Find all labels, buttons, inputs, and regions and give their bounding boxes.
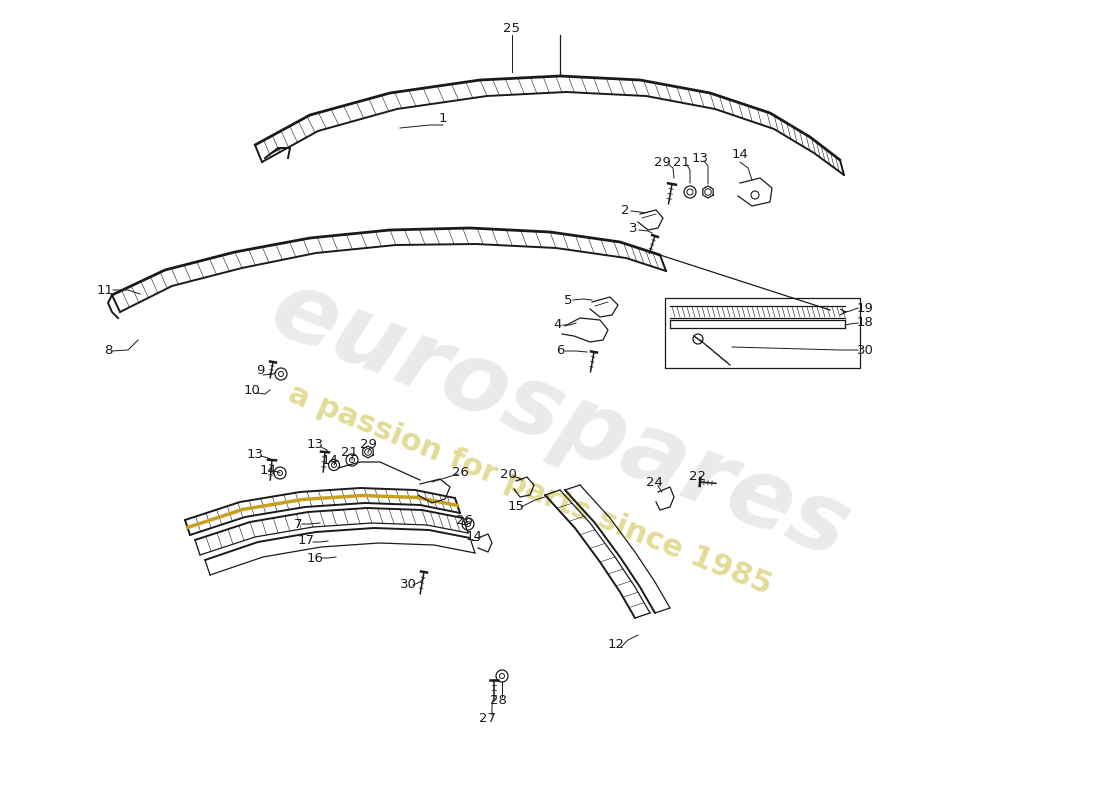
Text: 13: 13 <box>692 151 708 165</box>
Text: 1: 1 <box>439 111 448 125</box>
Text: 21: 21 <box>672 157 690 170</box>
Text: 9: 9 <box>256 363 264 377</box>
Text: a passion for parts since 1985: a passion for parts since 1985 <box>284 379 776 601</box>
Text: 12: 12 <box>607 638 625 651</box>
Text: 30: 30 <box>399 578 417 591</box>
Text: 14: 14 <box>465 530 483 543</box>
Text: 19: 19 <box>857 302 873 314</box>
Text: 25: 25 <box>504 22 520 34</box>
Bar <box>666 298 860 368</box>
Text: 29: 29 <box>653 157 670 170</box>
Text: 13: 13 <box>246 449 264 462</box>
Text: 14: 14 <box>732 149 748 162</box>
Text: 28: 28 <box>490 694 506 706</box>
Text: 18: 18 <box>857 317 873 330</box>
Text: 8: 8 <box>103 343 112 357</box>
Text: 2: 2 <box>620 205 629 218</box>
Text: 6: 6 <box>556 343 564 357</box>
Text: 22: 22 <box>690 470 706 483</box>
Text: 27: 27 <box>480 711 496 725</box>
Text: 21: 21 <box>341 446 359 458</box>
Text: 7: 7 <box>294 518 302 530</box>
Text: 13: 13 <box>307 438 323 451</box>
Text: 14: 14 <box>260 463 276 477</box>
Text: 20: 20 <box>499 467 516 481</box>
Text: 4: 4 <box>553 318 562 331</box>
Text: 26: 26 <box>452 466 469 478</box>
Text: 26: 26 <box>455 514 472 527</box>
Text: 30: 30 <box>857 343 873 357</box>
Text: 16: 16 <box>307 551 323 565</box>
Text: 14: 14 <box>321 454 339 466</box>
Text: 15: 15 <box>507 501 525 514</box>
Text: 10: 10 <box>243 383 261 397</box>
Text: 17: 17 <box>297 534 315 547</box>
Text: 24: 24 <box>646 477 662 490</box>
Text: 5: 5 <box>563 294 572 306</box>
Text: 29: 29 <box>360 438 376 451</box>
Text: 3: 3 <box>629 222 637 234</box>
Text: 11: 11 <box>97 283 113 297</box>
Text: eurospares: eurospares <box>257 262 862 578</box>
